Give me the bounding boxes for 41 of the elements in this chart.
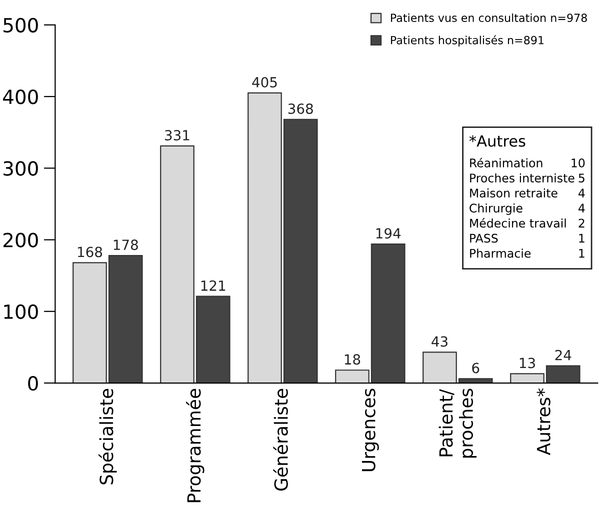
data-label: 13 <box>520 358 535 368</box>
annotation: 4 <box>578 204 585 212</box>
annotation: Pharmacie <box>470 248 531 258</box>
y-tick-label: 200 <box>4 232 38 248</box>
x-tick-label: Programmée <box>186 388 204 502</box>
x-tick-label: Autres* <box>536 388 550 456</box>
data-label: 43 <box>432 336 448 347</box>
y-tick-label: 400 <box>3 89 38 104</box>
x-tick-label: Spécialiste <box>98 388 117 484</box>
legend-label: Patients hospitalisés n=891 <box>391 35 544 46</box>
data-label: 6 <box>472 362 480 374</box>
data-label: 368 <box>288 103 313 114</box>
annotation: Médecine travail <box>470 218 566 228</box>
annotation: Réanimation <box>470 158 542 168</box>
annotation: Chirurgie <box>470 203 522 215</box>
annotation: Maison retraite <box>470 188 558 198</box>
annotation: 1 <box>579 248 584 258</box>
data-label: 121 <box>201 280 226 291</box>
y-tick-label: 300 <box>4 161 38 176</box>
data-label: 178 <box>114 240 138 250</box>
y-tick-label: 500 <box>4 18 38 33</box>
annotation: PASS <box>470 234 498 243</box>
data-label: 24 <box>555 350 572 360</box>
x-tick-label: Généraliste <box>273 388 288 491</box>
data-label: 331 <box>165 130 190 140</box>
annotation: 5 <box>578 174 584 182</box>
x-tick-label: Patient/ proches <box>438 388 477 458</box>
y-tick-label: 0 <box>28 376 38 391</box>
annotation: 4 <box>578 188 585 198</box>
x-tick-label: Urgences <box>362 388 379 472</box>
y-tick-label: 100 <box>4 304 38 320</box>
annotation: 1 <box>579 234 584 243</box>
data-label: 168 <box>78 246 102 258</box>
data-label: 18 <box>344 354 360 365</box>
annotation: Proches interniste <box>470 173 574 182</box>
data-label: 405 <box>252 76 277 88</box>
data-label: 194 <box>376 228 401 239</box>
annotation: 2 <box>578 218 584 228</box>
annotation: 10 <box>572 158 585 168</box>
annotation: *Autres <box>469 135 526 147</box>
legend-label: Patients vus en consultation n=978 <box>391 13 587 22</box>
